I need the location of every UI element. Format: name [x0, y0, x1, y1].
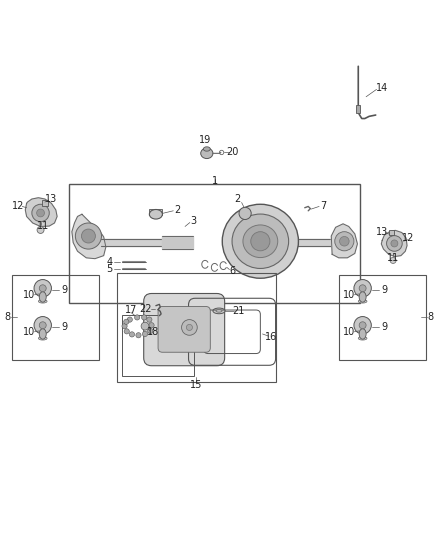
Text: 16: 16 [265, 332, 277, 342]
Text: 10: 10 [23, 290, 35, 300]
Ellipse shape [201, 148, 213, 158]
Ellipse shape [358, 336, 367, 340]
Ellipse shape [359, 292, 366, 302]
Bar [389, 230, 394, 235]
Text: 15: 15 [190, 380, 202, 390]
Polygon shape [331, 224, 357, 258]
Circle shape [37, 227, 44, 233]
Circle shape [359, 285, 366, 292]
Circle shape [134, 315, 140, 320]
Circle shape [141, 315, 147, 320]
Ellipse shape [39, 292, 46, 302]
Text: 9: 9 [381, 322, 388, 333]
FancyBboxPatch shape [144, 294, 225, 366]
Text: 2: 2 [174, 205, 181, 215]
Text: 17: 17 [124, 305, 137, 315]
Circle shape [359, 322, 366, 329]
Circle shape [127, 317, 132, 322]
Circle shape [390, 257, 396, 263]
Text: 7: 7 [320, 200, 327, 211]
Text: 10: 10 [343, 327, 355, 337]
Text: 3: 3 [190, 216, 196, 226]
Circle shape [124, 329, 129, 334]
Circle shape [387, 236, 402, 251]
Text: 10: 10 [23, 327, 35, 337]
Circle shape [136, 333, 141, 338]
Circle shape [149, 322, 154, 328]
Circle shape [391, 240, 398, 247]
Text: 1: 1 [212, 176, 218, 186]
Text: 18: 18 [147, 327, 159, 337]
Text: 11: 11 [387, 253, 399, 263]
Circle shape [37, 209, 45, 217]
Circle shape [148, 328, 153, 334]
Text: 9: 9 [381, 286, 388, 295]
Text: 21: 21 [233, 306, 245, 316]
Circle shape [39, 285, 46, 292]
Bar [339, 275, 426, 360]
Text: 19: 19 [199, 135, 212, 146]
Circle shape [147, 317, 152, 322]
Ellipse shape [149, 209, 162, 219]
Text: 8: 8 [427, 312, 434, 321]
Text: 2: 2 [235, 194, 241, 204]
Text: 13: 13 [45, 193, 57, 204]
Circle shape [141, 322, 149, 330]
Bar [122, 315, 194, 376]
Polygon shape [25, 198, 57, 227]
Text: 22: 22 [139, 304, 151, 314]
Circle shape [75, 223, 102, 249]
Circle shape [39, 322, 46, 329]
Circle shape [34, 279, 51, 297]
Bar [12, 275, 99, 360]
Ellipse shape [222, 204, 298, 278]
Polygon shape [381, 230, 407, 256]
Circle shape [335, 232, 354, 251]
Ellipse shape [39, 300, 47, 303]
Text: 5: 5 [106, 264, 113, 274]
Circle shape [32, 204, 49, 222]
Ellipse shape [232, 214, 289, 269]
Circle shape [186, 325, 192, 330]
Bar [42, 200, 48, 206]
Bar [69, 184, 360, 303]
Text: 9: 9 [61, 322, 67, 333]
Text: 12: 12 [402, 233, 414, 243]
Ellipse shape [39, 329, 46, 339]
Text: 10: 10 [343, 290, 355, 300]
Polygon shape [72, 214, 106, 259]
Ellipse shape [213, 308, 225, 314]
Circle shape [129, 332, 134, 337]
Bar [149, 209, 162, 215]
Ellipse shape [358, 300, 367, 303]
Circle shape [142, 332, 148, 336]
Ellipse shape [359, 329, 366, 339]
Circle shape [122, 324, 127, 329]
Circle shape [354, 279, 371, 297]
Text: 13: 13 [376, 227, 389, 237]
Ellipse shape [243, 225, 278, 257]
Circle shape [124, 319, 129, 325]
Text: 11: 11 [37, 221, 49, 231]
Text: 20: 20 [227, 148, 239, 157]
FancyBboxPatch shape [158, 306, 210, 352]
Circle shape [239, 207, 251, 220]
Bar [117, 273, 276, 382]
Text: 12: 12 [12, 201, 24, 212]
Ellipse shape [39, 336, 47, 340]
Ellipse shape [216, 310, 222, 312]
Circle shape [354, 317, 371, 334]
Text: 14: 14 [376, 83, 389, 93]
Circle shape [34, 317, 51, 334]
Text: 9: 9 [61, 286, 67, 295]
Circle shape [81, 229, 95, 243]
Text: 6: 6 [229, 266, 235, 276]
Ellipse shape [203, 147, 210, 151]
Text: 8: 8 [4, 312, 11, 321]
Circle shape [339, 237, 349, 246]
Text: 4: 4 [106, 257, 113, 267]
Bar [356, 106, 360, 114]
Circle shape [251, 232, 270, 251]
Circle shape [182, 320, 197, 335]
